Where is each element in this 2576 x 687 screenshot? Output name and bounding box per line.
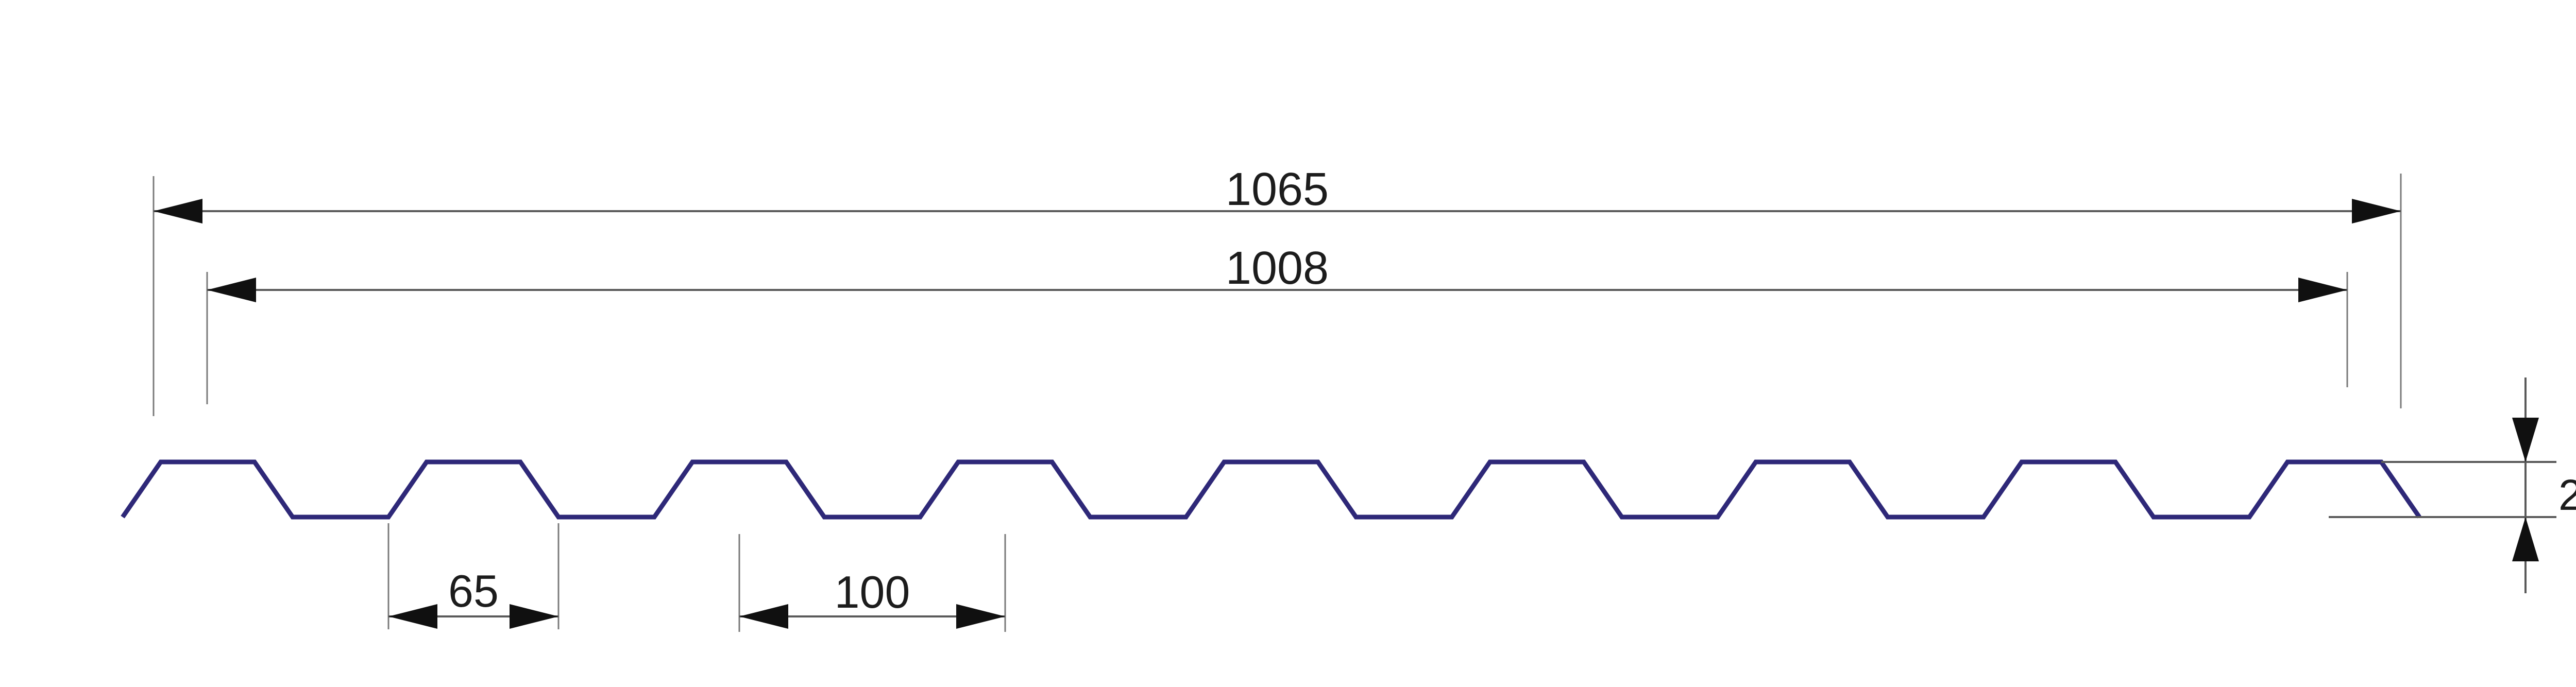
dimension-label: 1065 [1226,164,1329,215]
dimension-rib-pitch: 100 [738,534,1006,632]
dimension-rib-base-width: 65 [387,523,560,629]
dimension-label: 21 мм [2558,471,2576,519]
arrowhead-left [739,604,788,629]
dimension-overall-width: 1065 [152,164,2402,416]
arrowhead-right [2298,278,2347,302]
arrowhead-left [154,199,202,224]
dimension-label: 100 [835,566,910,617]
arrowhead-right [956,604,1005,629]
dimension-profile-height: 21 мм [2329,377,2576,593]
dimension-working-width: 1008 [206,243,2348,404]
dimension-label: 1008 [1226,243,1329,294]
arrowhead-right [2352,199,2401,224]
arrowhead-right [510,604,558,629]
arrowhead-left [207,278,256,302]
arrowhead-down [2512,418,2539,462]
arrowhead-left [388,604,437,629]
arrowhead-up [2512,517,2539,561]
profile-sheet-path [121,459,2421,520]
dimension-label: 65 [448,565,499,616]
